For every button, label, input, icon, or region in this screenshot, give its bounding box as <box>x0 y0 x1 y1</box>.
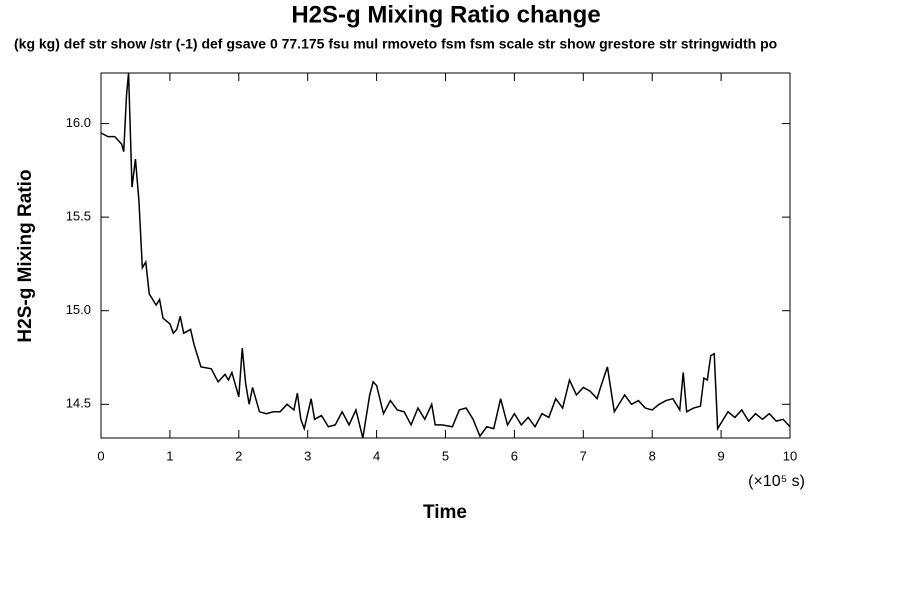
x-tick-label: 5 <box>442 448 449 463</box>
x-axis-label: Time <box>423 502 467 523</box>
chart-subtitle: (kg kg) def str show /str (-1) def gsave… <box>14 36 777 52</box>
y-tick-label: 16.0 <box>66 115 91 130</box>
data-line <box>100 72 791 439</box>
y-axis-label: H2S-g Mixing Ratio <box>15 169 36 342</box>
x-axis-unit: (×10⁵ s) <box>748 473 805 490</box>
x-tick-label: 8 <box>649 448 656 463</box>
x-tick-label: 2 <box>235 448 242 463</box>
x-tick-label: 0 <box>97 448 104 463</box>
x-tick-label: 4 <box>373 448 380 463</box>
x-tick-label: 1 <box>166 448 173 463</box>
x-tick-label: 3 <box>304 448 311 463</box>
plot-frame <box>100 72 791 439</box>
y-tick-label: 15.5 <box>66 209 91 224</box>
x-tick-label: 9 <box>717 448 724 463</box>
chart-title: H2S-g Mixing Ratio change <box>291 1 600 28</box>
x-tick-label: 7 <box>580 448 587 463</box>
y-tick-label: 14.5 <box>66 396 91 411</box>
y-tick-label: 15.0 <box>66 302 91 317</box>
x-tick-label: 6 <box>511 448 518 463</box>
x-tick-label: 10 <box>783 448 797 463</box>
